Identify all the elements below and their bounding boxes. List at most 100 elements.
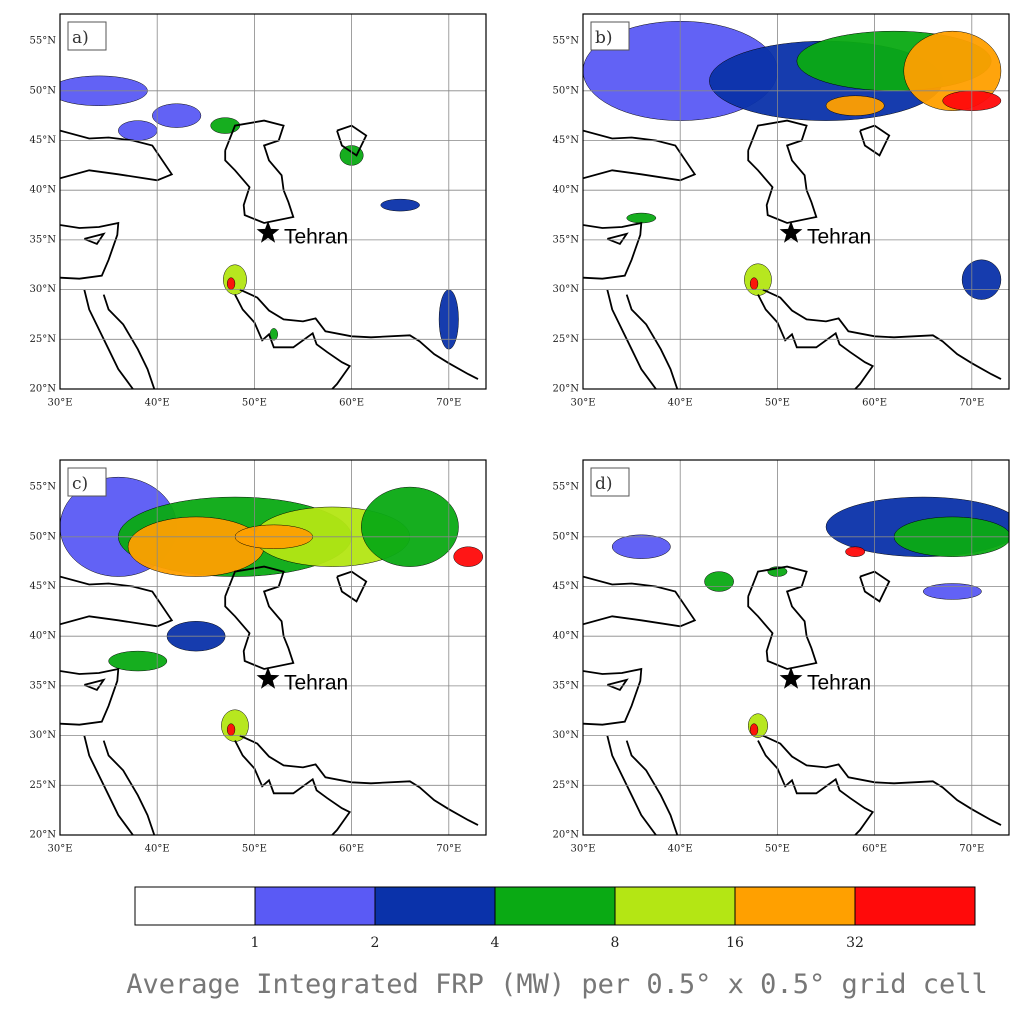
lat-tick-label: 35°N	[553, 234, 580, 245]
lon-tick-label: 40°E	[668, 398, 693, 409]
coastline	[625, 740, 679, 835]
lon-tick-label: 50°E	[242, 844, 267, 855]
label-box	[590, 21, 630, 51]
lat-tick-label: 20°N	[553, 384, 580, 395]
map-content	[60, 14, 486, 389]
lat-tick-label: 40°N	[30, 185, 57, 196]
lon-tick-label: 50°E	[765, 844, 790, 855]
coastline	[625, 294, 679, 389]
fire-area	[961, 259, 1002, 300]
colorbar-box	[854, 886, 976, 926]
coastline	[859, 124, 891, 157]
lat-tick-label: 35°N	[553, 680, 580, 691]
lat-tick-label: 20°N	[553, 830, 580, 841]
lon-tick-label: 70°E	[436, 844, 461, 855]
coastline	[336, 570, 368, 603]
lon-tick-label: 30°E	[47, 844, 72, 855]
colorbar-label: 32	[846, 935, 864, 951]
lat-tick-label: 45°N	[553, 135, 580, 146]
colorbar-box	[494, 886, 616, 926]
panel-label: b)	[595, 28, 613, 48]
fire-area	[825, 95, 885, 116]
coastline	[102, 740, 156, 835]
city-marker	[256, 220, 280, 243]
lat-tick-label: 45°N	[30, 135, 57, 146]
lat-tick-label: 45°N	[553, 581, 580, 592]
fire-area	[223, 264, 247, 295]
coastline	[606, 678, 629, 692]
coastline	[234, 294, 352, 389]
lat-tick-label: 55°N	[553, 36, 580, 47]
coastline	[606, 232, 629, 246]
coastline	[83, 678, 106, 692]
coastline	[83, 289, 134, 389]
fire-area	[922, 583, 982, 600]
lat-tick-label: 35°N	[30, 680, 57, 691]
coastline	[859, 570, 891, 603]
lon-tick-label: 60°E	[862, 398, 887, 409]
lon-tick-label: 50°E	[242, 398, 267, 409]
colorbar-label: 2	[371, 935, 380, 951]
lon-tick-label: 60°E	[862, 844, 887, 855]
lat-tick-label: 25°N	[30, 780, 57, 791]
city-label: Tehran	[284, 671, 348, 694]
lat-tick-label: 40°N	[30, 631, 57, 642]
coastline	[757, 740, 875, 835]
colorbar-box	[734, 886, 856, 926]
coastline	[747, 565, 818, 670]
city-marker	[256, 666, 280, 689]
coastline	[60, 667, 120, 726]
lat-tick-label: 35°N	[30, 234, 57, 245]
coastline	[583, 221, 643, 280]
frame	[582, 13, 1010, 390]
map-panel: 55°N 50°N 45°N 40°N 35°N 30°N 25°N 20°N 30°E 40°E…	[553, 459, 1010, 855]
map-content	[583, 460, 1009, 835]
panel-label: c)	[72, 474, 88, 494]
coastline	[239, 734, 479, 826]
lat-tick-label: 25°N	[30, 334, 57, 345]
coastline	[583, 575, 697, 628]
city-label: Tehran	[807, 671, 871, 694]
lat-tick-label: 30°N	[30, 730, 57, 741]
coastline	[606, 735, 657, 835]
lon-tick-label: 30°E	[570, 398, 595, 409]
map-panel: 55°N 50°N 45°N 40°N 35°N 30°N 25°N 20°N 30°E 40°E…	[30, 13, 487, 409]
city-marker	[779, 666, 803, 689]
lat-tick-label: 20°N	[30, 384, 57, 395]
fire-area	[749, 277, 759, 290]
coastline	[60, 129, 174, 182]
fire-area	[152, 103, 202, 128]
fire-area	[118, 120, 158, 141]
coastline	[102, 294, 156, 389]
fire-area	[626, 212, 657, 224]
fire-area	[226, 723, 236, 736]
colorbar-box	[254, 886, 376, 926]
lat-tick-label: 50°N	[553, 85, 580, 96]
fire-area	[453, 546, 484, 567]
lat-tick-label: 25°N	[553, 780, 580, 791]
panel-label: d)	[595, 474, 613, 494]
frame	[582, 459, 1010, 836]
colorbar-box	[374, 886, 496, 926]
fire-area	[845, 546, 866, 557]
lat-tick-label: 40°N	[553, 185, 580, 196]
lon-tick-label: 60°E	[339, 844, 364, 855]
coastline	[606, 289, 657, 389]
city-label: Tehran	[807, 225, 871, 248]
coastline	[762, 288, 1002, 380]
lon-tick-label: 30°E	[47, 398, 72, 409]
label-box	[67, 21, 107, 51]
colorbar-label: 8	[611, 935, 620, 951]
label-box	[590, 467, 630, 497]
colorbar-label: 16	[726, 935, 744, 951]
frame	[59, 459, 487, 836]
colorbar-box	[614, 886, 736, 926]
fire-area	[380, 198, 420, 212]
coastline	[60, 575, 174, 628]
lat-tick-label: 50°N	[30, 531, 57, 542]
lon-tick-label: 70°E	[959, 844, 984, 855]
lat-tick-label: 45°N	[30, 581, 57, 592]
fire-area	[704, 571, 734, 592]
coastline	[757, 294, 875, 389]
colorbar-title: Average Integrated FRP (MW) per 0.5° x 0…	[126, 969, 988, 1000]
